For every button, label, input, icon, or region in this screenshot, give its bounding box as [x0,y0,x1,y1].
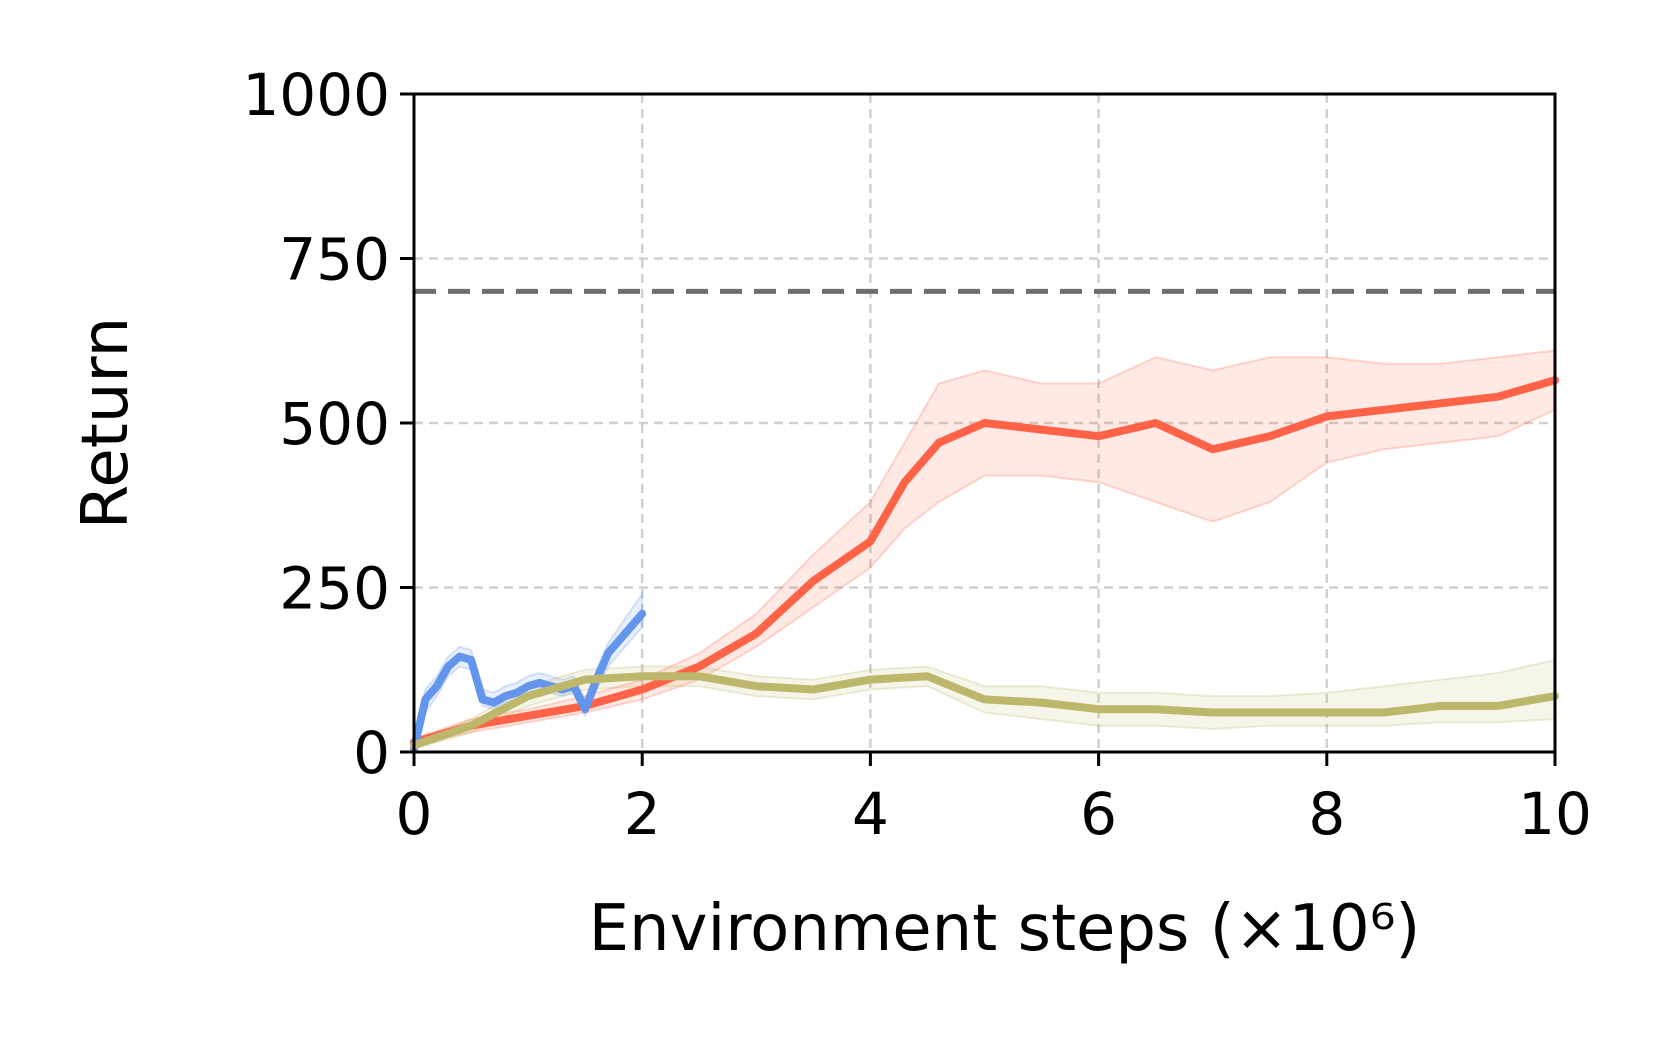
x-tick-label: 8 [1308,780,1345,848]
y-tick-label: 0 [353,719,390,787]
series-1-line [410,609,647,753]
axis-ticks: 0 2 4 6 8 10 0 250 500 750 1000 [242,61,1592,848]
series-lines [410,376,1559,753]
x-axis-label: Environment steps (×10⁶) [589,892,1421,966]
y-tick-label: 250 [279,555,390,623]
x-tick-label: 10 [1518,780,1592,848]
x-tick-label: 0 [396,780,433,848]
series-0-line [410,376,1559,747]
x-tick-label: 2 [624,780,661,848]
x-tick-label: 6 [1080,780,1117,848]
y-tick-label: 1000 [242,61,390,129]
y-tick-label: 750 [279,226,390,294]
x-tick-label: 4 [852,780,889,848]
series-2-line [410,672,1559,750]
y-tick-label: 500 [279,390,390,458]
y-axis-label: Return [69,317,143,529]
